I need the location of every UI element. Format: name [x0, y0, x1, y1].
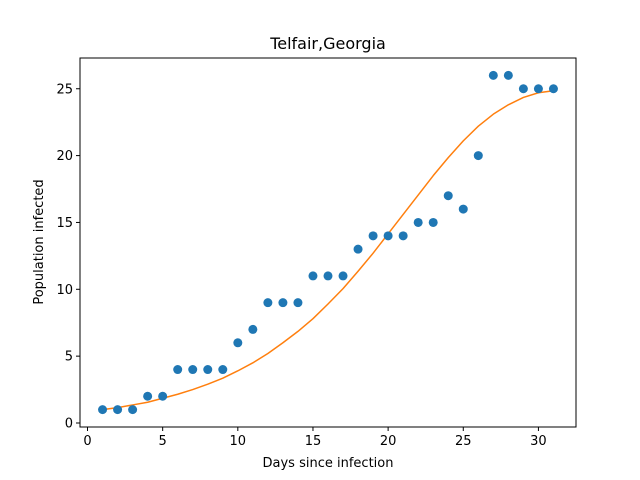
- y-tick-label: 25: [56, 82, 73, 97]
- x-tick-label: 20: [380, 434, 397, 449]
- x-tick-label: 25: [455, 434, 472, 449]
- data-point: [383, 231, 393, 241]
- data-point: [278, 298, 288, 308]
- data-point: [353, 244, 363, 254]
- data-point: [128, 405, 138, 415]
- x-axis-label: Days since infection: [263, 456, 394, 471]
- data-point: [488, 70, 498, 80]
- data-point: [398, 231, 408, 241]
- y-tick-label: 15: [56, 216, 73, 231]
- data-point: [113, 405, 123, 415]
- data-point: [443, 191, 453, 201]
- data-point: [188, 365, 198, 375]
- data-point: [308, 271, 318, 281]
- y-tick-label: 10: [56, 283, 73, 298]
- data-point: [248, 324, 258, 334]
- data-point: [473, 151, 483, 161]
- x-tick-label: 0: [83, 434, 91, 449]
- data-point: [548, 84, 558, 94]
- data-point: [158, 391, 168, 401]
- y-tick-label: 0: [65, 416, 73, 431]
- y-axis-label: Population infected: [32, 179, 47, 304]
- data-point: [503, 70, 513, 80]
- data-point: [203, 365, 213, 375]
- y-tick-label: 20: [56, 149, 73, 164]
- x-tick-label: 30: [530, 434, 547, 449]
- plot-area: 0 5 10 15 20 25 30 0 5 10 15 20 25: [56, 57, 577, 449]
- y-tick-label: 5: [65, 350, 73, 365]
- data-point: [233, 338, 243, 348]
- data-point: [413, 217, 423, 227]
- data-point: [368, 231, 378, 241]
- data-point: [173, 365, 183, 375]
- data-point: [293, 298, 303, 308]
- data-point: [518, 84, 528, 94]
- data-point: [98, 405, 108, 415]
- data-point: [143, 391, 153, 401]
- chart-title: Telfair,Georgia: [269, 34, 386, 53]
- data-point: [428, 217, 438, 227]
- data-point: [218, 365, 228, 375]
- data-point: [263, 298, 273, 308]
- data-point: [458, 204, 468, 214]
- data-point: [323, 271, 333, 281]
- data-point: [533, 84, 543, 94]
- x-tick-label: 5: [159, 434, 167, 449]
- x-tick-label: 15: [305, 434, 322, 449]
- data-point: [338, 271, 348, 281]
- x-tick-label: 10: [230, 434, 247, 449]
- fit-line: [102, 90, 554, 411]
- axes-frame: [79, 57, 577, 428]
